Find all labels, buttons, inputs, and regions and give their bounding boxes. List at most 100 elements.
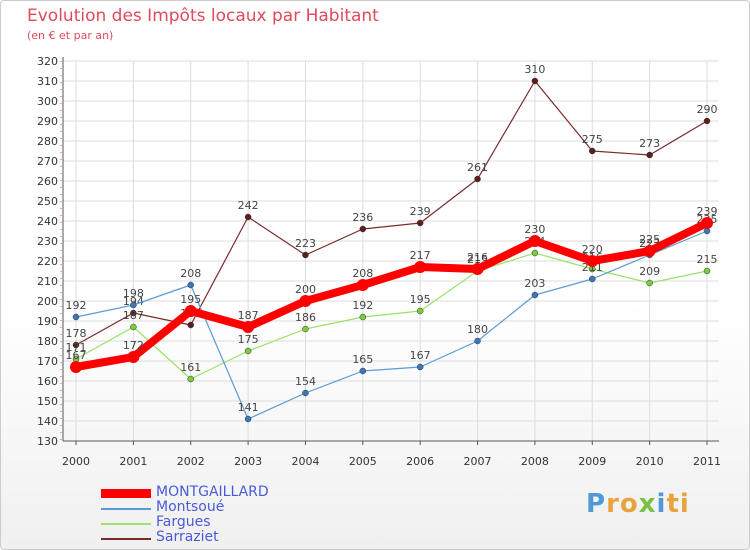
data-label: 208 xyxy=(352,267,373,280)
data-label: 167 xyxy=(410,349,431,362)
data-point xyxy=(531,249,539,257)
proxiti-logo: Proxiti xyxy=(586,489,690,519)
x-tick-label: 2002 xyxy=(177,455,205,468)
data-label: 195 xyxy=(410,293,431,306)
data-point xyxy=(244,415,252,423)
legend-swatch-montsoue xyxy=(101,508,151,510)
data-label: 161 xyxy=(180,361,201,374)
data-point xyxy=(130,323,137,331)
data-label: 209 xyxy=(639,265,660,278)
y-tick-label: 280 xyxy=(37,135,58,148)
y-tick-label: 150 xyxy=(37,395,58,408)
data-point xyxy=(359,225,367,233)
y-tick-label: 320 xyxy=(37,55,58,68)
logo-letter: t xyxy=(666,489,680,519)
data-label: 216 xyxy=(467,251,488,264)
data-point xyxy=(187,321,194,329)
data-label: 198 xyxy=(123,287,144,300)
data-point xyxy=(187,281,194,289)
x-tick-label: 2007 xyxy=(464,455,492,468)
x-tick-label: 2000 xyxy=(62,455,90,468)
series-montgaillard: 167 172 195 187 200 208 217 216 230 220 225 239 xyxy=(66,205,718,373)
data-label: 273 xyxy=(639,137,660,150)
data-label: 225 xyxy=(639,233,660,246)
y-tick-label: 300 xyxy=(37,95,58,108)
data-label: 236 xyxy=(352,211,373,224)
y-tick-label: 310 xyxy=(37,75,58,88)
data-point xyxy=(72,341,80,349)
x-tick-label: 2008 xyxy=(521,455,549,468)
data-point xyxy=(474,337,481,345)
y-tick-label: 140 xyxy=(37,415,58,428)
legend-item[interactable]: Sarraziet xyxy=(101,529,401,546)
data-point xyxy=(416,307,424,315)
x-tick-label: 2011 xyxy=(693,455,721,468)
series-line xyxy=(75,252,708,380)
data-point xyxy=(528,235,541,247)
y-tick-label: 270 xyxy=(37,155,58,168)
logo-letter: r xyxy=(606,489,620,519)
data-label: 310 xyxy=(524,63,545,76)
data-label: 167 xyxy=(66,349,87,362)
legend-swatch-sarraziet xyxy=(101,538,151,540)
data-point xyxy=(242,321,255,333)
legend-item[interactable]: Fargues xyxy=(101,514,401,531)
data-label: 215 xyxy=(697,253,718,266)
data-point xyxy=(184,305,197,317)
data-label: 208 xyxy=(180,267,201,280)
data-point xyxy=(589,147,596,155)
data-label: 230 xyxy=(524,223,545,236)
data-label: 290 xyxy=(697,103,718,116)
data-point xyxy=(299,295,312,307)
y-tick-label: 160 xyxy=(37,375,58,388)
x-tick-label: 2009 xyxy=(578,455,606,468)
series-montsou: 192198208141154165167180203211223235 xyxy=(66,213,718,423)
data-label: 220 xyxy=(582,243,603,256)
data-point xyxy=(646,279,653,287)
data-label: 187 xyxy=(238,309,259,322)
data-point xyxy=(130,301,137,309)
legend-swatch-fargues xyxy=(101,523,151,525)
legend-item[interactable]: MONTGAILLARD xyxy=(101,484,401,501)
data-point xyxy=(187,375,194,383)
data-label: 186 xyxy=(295,311,316,324)
data-point xyxy=(359,367,367,375)
x-tick-label: 2001 xyxy=(119,455,147,468)
x-tick-label: 2006 xyxy=(406,455,434,468)
data-point xyxy=(414,261,427,273)
y-tick-label: 250 xyxy=(37,195,58,208)
legend-label: Fargues xyxy=(156,514,211,530)
data-point xyxy=(703,117,711,125)
data-label: 192 xyxy=(66,299,87,312)
logo-letter: i xyxy=(679,489,690,519)
x-tick-label: 2004 xyxy=(291,455,319,468)
data-label: 223 xyxy=(295,237,316,250)
data-point xyxy=(416,363,424,371)
chart-title: Evolution des Impôts locaux par Habitant xyxy=(27,6,379,26)
data-label: 172 xyxy=(123,339,144,352)
y-tick-label: 210 xyxy=(37,275,58,288)
series-line xyxy=(75,230,708,420)
data-point xyxy=(586,255,599,267)
y-tick-label: 240 xyxy=(37,215,58,228)
data-label: 194 xyxy=(123,295,144,308)
y-tick-label: 200 xyxy=(37,295,58,308)
data-label: 261 xyxy=(467,161,488,174)
data-point xyxy=(356,279,369,291)
series-sarraziet: 178194188242223236239261310275273290 xyxy=(66,63,718,349)
data-label: 217 xyxy=(410,249,431,262)
data-label: 165 xyxy=(352,353,373,366)
data-point xyxy=(70,361,82,373)
legend-item[interactable]: Montsoué xyxy=(101,499,401,516)
data-label: 203 xyxy=(524,277,545,290)
data-point xyxy=(589,275,596,283)
data-point xyxy=(359,313,367,321)
data-point xyxy=(643,245,656,257)
y-tick-label: 220 xyxy=(37,255,58,268)
data-label: 239 xyxy=(410,205,431,218)
legend-label: Montsoué xyxy=(156,499,225,515)
data-label: 141 xyxy=(238,401,259,414)
data-point xyxy=(531,77,539,85)
data-point xyxy=(703,267,711,275)
